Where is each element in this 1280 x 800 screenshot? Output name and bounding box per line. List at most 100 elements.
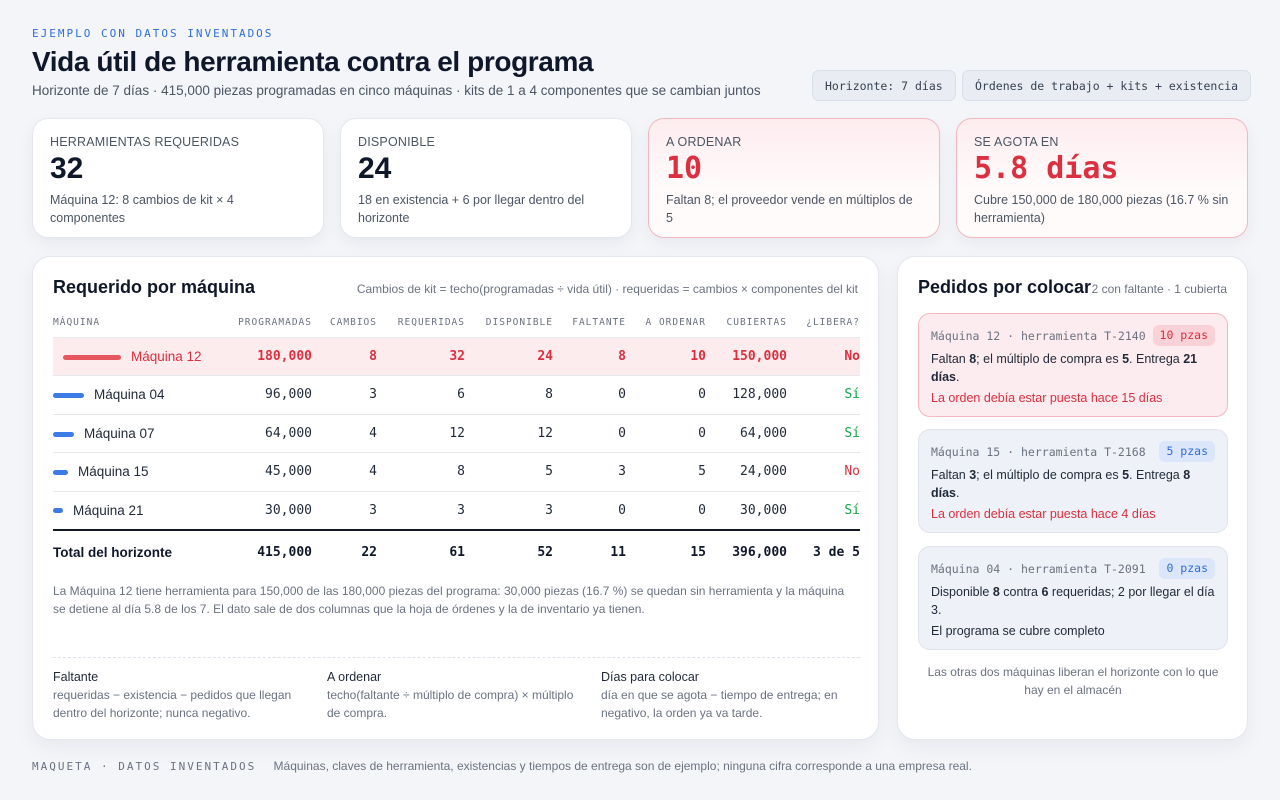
table-row[interactable]: Máquina 12 180,000 8 32 24 8 10 150,000 No: [53, 337, 860, 376]
kpi-label: Se agota en: [974, 135, 1059, 149]
kpi-to-order: A ordenar 10 Faltan 8; el proveedor vend…: [648, 118, 940, 238]
frees-cell: Sí: [787, 375, 860, 415]
covered-cell: 150,000: [706, 337, 787, 376]
total-row: Total del horizonte 415,000 22 61 52 11 …: [53, 528, 860, 574]
orders-footnote: Las otras dos máquinas liberan el horizo…: [927, 665, 1219, 697]
order-detail: Faltan 3; el múltiplo de compra es 5. En…: [931, 468, 1191, 500]
order-detail: Disponible 8 contra 6 requeridas; 2 por …: [931, 585, 1215, 617]
required-cell: 8: [377, 452, 465, 492]
explanation-text: La Máquina 12 tiene herramienta para 150…: [53, 584, 845, 616]
machine-cell: Máquina 15: [53, 452, 223, 492]
changes-cell: 8: [312, 337, 377, 376]
table-header-row: MÁQUINA PROGRAMADAS CAMBIOS REQUERIDAS D…: [53, 309, 860, 338]
kpi-value: 32: [50, 152, 84, 185]
col-shortage[interactable]: FALTANTE: [553, 309, 626, 338]
table-row[interactable]: Máquina 15 45,000 4 8 5 3 5 24,000 No: [53, 452, 860, 492]
changes-cell: 4: [312, 414, 377, 453]
table-row[interactable]: Máquina 07 64,000 4 12 12 0 0 64,000 Sí: [53, 414, 860, 453]
footer-text: Máquinas, claves de herramienta, existen…: [273, 759, 972, 773]
order-status: La orden debía estar puesta hace 4 días: [931, 507, 1156, 521]
orders-panel: Pedidos por colocar 2 con faltante · 1 c…: [897, 256, 1248, 740]
available-cell: 8: [465, 375, 553, 415]
order-card[interactable]: Máquina 15 · herramienta T-2168 5 pzas F…: [918, 429, 1228, 533]
col-programmed[interactable]: PROGRAMADAS: [223, 309, 312, 338]
definition-text: techo(faltante ÷ múltiplo de compra) × m…: [327, 688, 574, 720]
programmed-cell: 180,000: [223, 337, 312, 376]
order-detail: Faltan 8; el múltiplo de compra es 5. En…: [931, 352, 1198, 384]
horizon-chip[interactable]: Horizonte: 7 días: [812, 70, 956, 101]
volume-bar: [53, 508, 63, 514]
machine-cell: Máquina 21: [53, 491, 223, 530]
covered-cell: 128,000: [706, 375, 787, 415]
programmed-cell: 96,000: [223, 375, 312, 415]
col-covered[interactable]: CUBIERTAS: [706, 309, 787, 338]
quantity-badge: 10 pzas: [1152, 325, 1215, 346]
kpi-value: 24: [358, 152, 392, 185]
available-cell: 3: [465, 491, 553, 530]
table-row[interactable]: Máquina 04 96,000 3 6 8 0 0 128,000 Sí: [53, 375, 860, 415]
to-order-cell: 0: [626, 375, 706, 415]
frees-cell: No: [787, 452, 860, 492]
definition-title: Faltante: [53, 670, 99, 684]
shortage-cell: 0: [553, 491, 626, 530]
table-row[interactable]: Máquina 21 30,000 3 3 3 0 0 30,000 Sí: [53, 491, 860, 530]
machine-label: Máquina 21: [73, 502, 144, 518]
quantity-badge: 0 pzas: [1159, 558, 1215, 579]
frees-cell: Sí: [787, 491, 860, 530]
total-required: 61: [377, 528, 465, 574]
covered-cell: 30,000: [706, 491, 787, 530]
col-changes[interactable]: CAMBIOS: [312, 309, 377, 338]
kpi-required: Herramientas requeridas 32 Máquina 12: 8…: [32, 118, 324, 238]
available-cell: 24: [465, 337, 553, 376]
eyebrow: EJEMPLO CON DATOS INVENTADOS: [32, 27, 274, 40]
order-key: Máquina 15 · herramienta T-2168: [931, 445, 1146, 459]
kpi-value: 5.8 días: [974, 151, 1119, 186]
kpi-label: Disponible: [358, 135, 436, 149]
footer-tag: MAQUETA · DATOS INVENTADOS: [32, 760, 257, 773]
total-programmed: 415,000: [223, 528, 312, 574]
total-to-order: 15: [626, 528, 706, 574]
shortage-cell: 3: [553, 452, 626, 492]
machine-label: Máquina 07: [84, 425, 155, 441]
machine-panel: Requerido por máquina Cambios de kit = t…: [32, 256, 879, 740]
sources-chip[interactable]: Órdenes de trabajo + kits + existencia: [962, 70, 1252, 101]
to-order-cell: 0: [626, 414, 706, 453]
definition-text: día en que se agota − tiempo de entrega;…: [601, 688, 838, 720]
definition-shortage: Faltante requeridas − existencia − pedid…: [53, 670, 308, 722]
changes-cell: 3: [312, 375, 377, 415]
col-available[interactable]: DISPONIBLE: [465, 309, 553, 338]
total-label: Total del horizonte: [53, 528, 223, 574]
kpi-note: Máquina 12: 8 cambios de kit × 4 compone…: [50, 193, 234, 225]
kpi-label: Herramientas requeridas: [50, 135, 240, 149]
kpi-note: Cubre 150,000 de 180,000 piezas (16.7 % …: [974, 193, 1229, 225]
order-key: Máquina 12 · herramienta T-2140: [931, 329, 1146, 343]
col-frees[interactable]: ¿LIBERA?: [787, 309, 860, 338]
machine-cell: Máquina 04: [53, 375, 223, 415]
definition-title: A ordenar: [327, 670, 382, 684]
quantity-badge: 5 pzas: [1159, 441, 1215, 462]
definition-days-to-place: Días para colocar día en que se agota − …: [601, 670, 856, 722]
machine-table: MÁQUINA PROGRAMADAS CAMBIOS REQUERIDAS D…: [53, 309, 860, 574]
required-cell: 32: [377, 337, 465, 376]
kpi-available: Disponible 24 18 en existencia + 6 por l…: [340, 118, 632, 238]
order-card[interactable]: Máquina 12 · herramienta T-2140 10 pzas …: [918, 313, 1228, 417]
programmed-cell: 64,000: [223, 414, 312, 453]
order-status: El programa se cubre completo: [931, 624, 1105, 638]
page-footer: MAQUETA · DATOS INVENTADOS Máquinas, cla…: [32, 759, 972, 773]
shortage-cell: 8: [553, 337, 626, 376]
panel-title: Requerido por máquina: [53, 277, 256, 297]
total-shortage: 11: [553, 528, 626, 574]
col-to-order[interactable]: A ORDENAR: [626, 309, 706, 338]
required-cell: 12: [377, 414, 465, 453]
total-covered: 396,000: [706, 528, 787, 574]
divider: [53, 657, 860, 658]
col-required[interactable]: REQUERIDAS: [377, 309, 465, 338]
order-key: Máquina 04 · herramienta T-2091: [931, 562, 1146, 576]
order-card[interactable]: Máquina 04 · herramienta T-2091 0 pzas D…: [918, 546, 1228, 650]
volume-bar: [63, 354, 121, 360]
volume-bar: [53, 431, 74, 437]
total-available: 52: [465, 528, 553, 574]
shortage-cell: 0: [553, 414, 626, 453]
col-machine[interactable]: MÁQUINA: [53, 309, 223, 338]
required-cell: 6: [377, 375, 465, 415]
